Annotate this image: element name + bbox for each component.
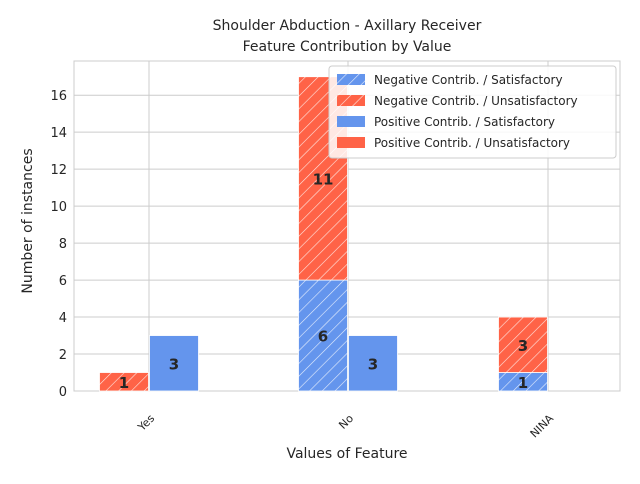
y-tick-label: 10 — [50, 200, 67, 215]
legend-box — [328, 65, 617, 159]
y-tick-label: 16 — [50, 89, 67, 104]
legend-swatch-hatch — [337, 74, 365, 85]
legend-label: Negative Contrib. / Unsatisfactory — [374, 94, 578, 108]
bar-segment — [149, 335, 199, 392]
y-tick-label: 14 — [50, 126, 67, 141]
legend-label: Positive Contrib. / Unsatisfactory — [374, 136, 570, 150]
x-axis-label: Values of Feature — [286, 446, 407, 462]
y-tick-label: 0 — [59, 385, 67, 400]
legend-label: Positive Contrib. / Satisfactory — [374, 115, 555, 129]
y-tick-label: 6 — [59, 274, 67, 289]
data-label: 11 — [313, 170, 334, 188]
bar-segment — [348, 335, 398, 392]
data-label: 3 — [368, 355, 378, 373]
bar-hatch — [498, 372, 548, 391]
y-tick-label: 8 — [59, 237, 67, 252]
bar-hatch — [498, 317, 548, 373]
bar-hatch — [298, 280, 348, 391]
legend-swatch — [337, 137, 365, 148]
y-axis-label: Number of instances — [20, 148, 36, 293]
y-tick-label: 12 — [50, 163, 67, 178]
data-label: 3 — [518, 337, 528, 355]
data-label: 6 — [318, 328, 328, 346]
bar-hatch — [99, 372, 149, 391]
data-label: 1 — [518, 374, 528, 392]
data-label: 1 — [119, 374, 129, 392]
x-tick-label: No — [336, 412, 356, 432]
legend-swatch — [337, 116, 365, 127]
chart-title-line1: Shoulder Abduction - Axillary Receiver — [213, 18, 482, 34]
y-tick-label: 4 — [59, 311, 67, 326]
chart-title-line2: Feature Contribution by Value — [243, 39, 452, 55]
x-tick-label: NINA — [528, 412, 557, 441]
legend: Negative Contrib. / Satisfactory Negative… — [328, 65, 617, 159]
data-label: 3 — [169, 355, 179, 373]
y-tick-label: 2 — [59, 348, 67, 363]
x-tick-label: Yes — [135, 412, 158, 435]
legend-label: Negative Contrib. / Satisfactory — [374, 73, 563, 87]
legend-swatch-hatch — [337, 95, 365, 106]
